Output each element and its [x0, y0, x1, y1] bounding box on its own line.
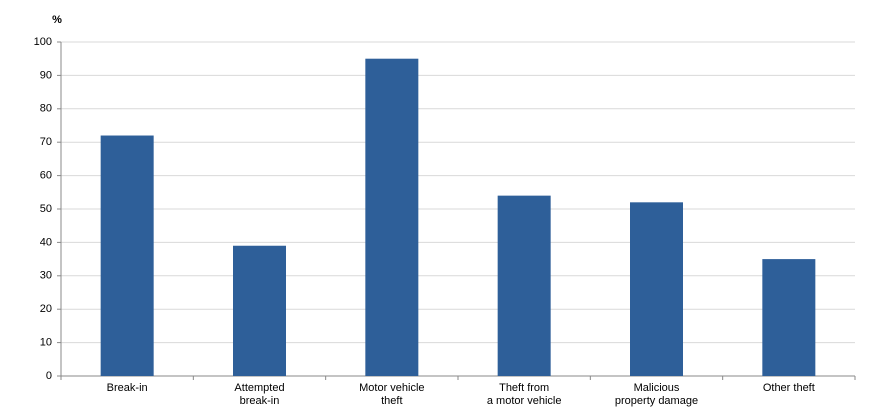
bar [497, 195, 551, 376]
y-tick-label: 60 [40, 170, 52, 182]
y-tick-label: 50 [40, 203, 52, 215]
x-tick-label: Theft from [499, 382, 549, 394]
y-tick-label: 70 [40, 136, 52, 148]
x-tick-label: Motor vehicle [359, 382, 424, 394]
x-tick-label: Break-in [107, 382, 148, 394]
y-tick-label: 10 [40, 337, 52, 349]
bar [233, 245, 286, 376]
y-tick-label: 80 [40, 103, 52, 115]
x-tick-label: Malicious [634, 382, 680, 394]
bar [630, 202, 683, 376]
bar [365, 58, 419, 376]
y-axis-label: % [52, 14, 62, 26]
y-tick-label: 0 [46, 370, 52, 382]
y-tick-label: 40 [40, 236, 52, 248]
y-tick-label: 90 [40, 69, 52, 81]
x-tick-label: property damage [615, 395, 698, 407]
y-tick-label: 100 [34, 36, 52, 48]
bar [100, 135, 154, 376]
y-tick-label: 20 [40, 303, 52, 315]
x-tick-label: Other theft [763, 382, 815, 394]
x-tick-label: a motor vehicle [487, 395, 562, 407]
x-tick-label: theft [381, 395, 402, 407]
x-tick-label: Attempted [234, 382, 284, 394]
y-tick-label: 30 [40, 270, 52, 282]
x-tick-label: break-in [240, 395, 280, 407]
bar [762, 259, 816, 376]
